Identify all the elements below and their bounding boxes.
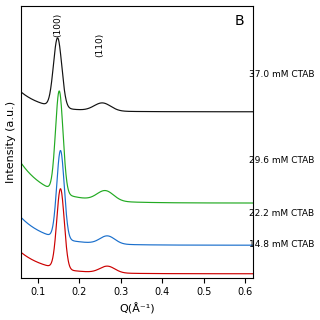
Text: 22.2 mM CTAB: 22.2 mM CTAB (249, 209, 314, 218)
Text: 37.0 mM CTAB: 37.0 mM CTAB (249, 70, 315, 79)
Text: 29.6 mM CTAB: 29.6 mM CTAB (249, 156, 315, 165)
Text: (100): (100) (53, 12, 62, 36)
Text: B: B (235, 14, 244, 28)
Text: 14.8 mM CTAB: 14.8 mM CTAB (249, 240, 315, 249)
Text: (110): (110) (95, 33, 104, 57)
X-axis label: Q(Å⁻¹): Q(Å⁻¹) (119, 303, 155, 315)
Y-axis label: Intensity (a.u.): Intensity (a.u.) (5, 100, 16, 183)
